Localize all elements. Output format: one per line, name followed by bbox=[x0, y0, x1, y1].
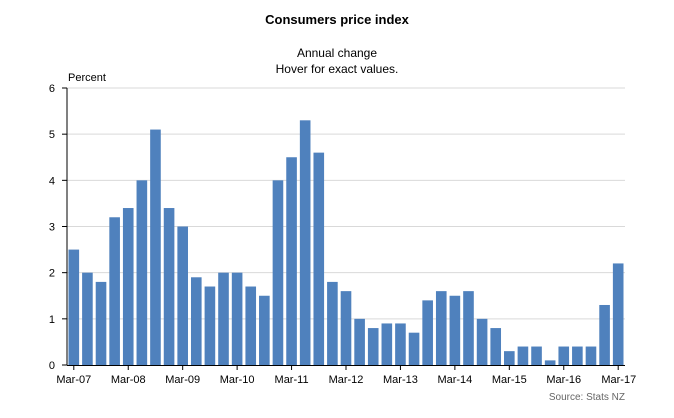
bar[interactable]: Jun-10: 1.7 bbox=[245, 286, 257, 365]
bar[interactable]: Dec-10: 4 bbox=[272, 180, 284, 365]
chart-title: Consumers price index bbox=[265, 12, 410, 27]
x-tick-label: Mar-10 bbox=[220, 374, 255, 386]
x-tick-label: Mar-09 bbox=[165, 374, 200, 386]
y-tick-label: 3 bbox=[49, 222, 55, 234]
bar[interactable]: Jun-11: 5.3 bbox=[299, 120, 311, 365]
bar[interactable]: Jun-13: 0.7 bbox=[408, 332, 420, 365]
x-tick-label: Mar-12 bbox=[329, 374, 364, 386]
x-tick-label: Mar-11 bbox=[275, 374, 309, 386]
bar[interactable]: Sep-09: 1.7 bbox=[204, 286, 216, 365]
bar[interactable]: Mar-12: 1.6 bbox=[340, 291, 352, 365]
bar[interactable]: Dec-07: 3.2 bbox=[109, 217, 120, 365]
y-axis-label: Percent bbox=[68, 72, 106, 84]
bar[interactable]: Sep-07: 1.8 bbox=[95, 281, 107, 365]
bar[interactable]: Jun-15: 0.4 bbox=[517, 346, 529, 365]
bar[interactable]: Jun-12: 1 bbox=[354, 318, 365, 365]
y-tick-label: 2 bbox=[49, 268, 55, 280]
bar[interactable]: Mar-15: 0.3 bbox=[504, 351, 515, 365]
bar[interactable]: Sep-10: 1.5 bbox=[259, 295, 270, 365]
bar[interactable]: Sep-15: 0.4 bbox=[531, 346, 542, 365]
chart-subtitle-line-1: Annual change bbox=[297, 46, 377, 60]
y-tick-label: 0 bbox=[49, 360, 55, 372]
bar[interactable]: Dec-09: 2 bbox=[218, 272, 229, 365]
bar[interactable]: Sep-12: 0.8 bbox=[367, 328, 379, 365]
x-tick-label: Mar-14 bbox=[437, 374, 472, 386]
bar[interactable]: Mar-11: 4.5 bbox=[286, 157, 297, 365]
bar[interactable]: Mar-09: 3 bbox=[177, 226, 188, 366]
bar[interactable]: Jun-07: 2 bbox=[82, 272, 93, 365]
bar[interactable]: Mar-14: 1.5 bbox=[449, 295, 461, 365]
bar[interactable]: Sep-14: 1 bbox=[476, 318, 488, 365]
axes bbox=[62, 87, 625, 370]
bar[interactable]: Mar-07: 2.5 bbox=[68, 249, 80, 365]
bars: Mar-07: 2.5Jun-07: 2Sep-07: 1.8Dec-07: 3… bbox=[68, 120, 624, 366]
y-tick-label: 5 bbox=[49, 129, 55, 141]
x-tick-label: Mar-13 bbox=[383, 374, 418, 386]
x-tick-label: Mar-17 bbox=[601, 374, 636, 386]
bar[interactable]: Dec-12: 0.9 bbox=[381, 323, 393, 365]
bar[interactable]: Mar-16: 0.4 bbox=[558, 346, 570, 365]
bar[interactable]: Sep-08: 5.1 bbox=[150, 129, 161, 365]
bar[interactable]: Dec-11: 1.8 bbox=[327, 281, 338, 365]
bar[interactable]: Jun-16: 0.4 bbox=[572, 346, 583, 365]
bar[interactable]: Mar-17: 2.2 bbox=[612, 263, 624, 365]
bar[interactable]: Dec-08: 3.4 bbox=[163, 208, 175, 365]
bar[interactable]: Jun-14: 1.6 bbox=[463, 291, 474, 365]
bar[interactable]: Sep-13: 1.4 bbox=[422, 300, 433, 365]
bar[interactable]: Sep-16: 0.4 bbox=[585, 346, 597, 365]
bar[interactable]: Mar-10: 2 bbox=[231, 272, 243, 365]
bar[interactable]: Mar-13: 0.9 bbox=[395, 323, 406, 365]
bar[interactable]: Jun-08: 4 bbox=[136, 180, 148, 365]
bar[interactable]: Sep-11: 4.6 bbox=[313, 152, 325, 365]
x-tick-label: Mar-16 bbox=[546, 374, 581, 386]
x-tick-label: Mar-15 bbox=[492, 374, 527, 386]
y-tick-labels: 0 1 2 3 4 5 6 bbox=[49, 83, 55, 372]
x-tick-label: Mar-07 bbox=[56, 374, 91, 386]
bar[interactable]: Dec-16: 1.3 bbox=[599, 304, 610, 365]
y-tick-label: 1 bbox=[49, 314, 55, 326]
source-note: Source: Stats NZ bbox=[549, 392, 625, 403]
bar[interactable]: Dec-13: 1.6 bbox=[435, 291, 447, 365]
x-tick-label: Mar-08 bbox=[111, 374, 146, 386]
bar[interactable]: Mar-08: 3.4 bbox=[122, 208, 134, 365]
y-tick-label: 6 bbox=[49, 83, 55, 95]
bar[interactable]: Dec-14: 0.8 bbox=[490, 328, 502, 365]
x-tick-labels: Mar-07 Mar-08 Mar-09 Mar-10 Mar-11 Mar-12 Mar-… bbox=[56, 374, 636, 386]
bar[interactable]: Dec-15: 0.1 bbox=[544, 360, 556, 365]
bar[interactable]: Jun-09: 1.9 bbox=[190, 277, 202, 365]
chart-subtitle-line-2: Hover for exact values. bbox=[276, 62, 399, 76]
y-tick-label: 4 bbox=[49, 175, 55, 187]
